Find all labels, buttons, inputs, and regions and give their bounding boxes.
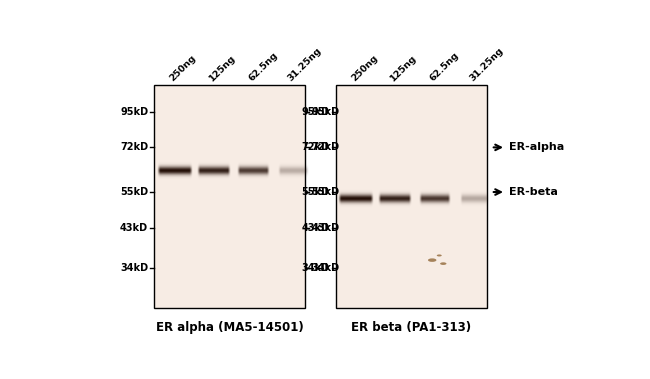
Text: 55kD: 55kD [302,187,330,197]
Text: 250ng: 250ng [350,54,379,83]
Ellipse shape [437,254,442,257]
Text: ER-alpha: ER-alpha [509,143,564,152]
Text: 62.5ng: 62.5ng [247,51,280,83]
Text: 43kD: 43kD [311,223,339,233]
Text: 55kD: 55kD [311,187,339,197]
Text: 34kD: 34kD [120,263,148,273]
Text: 95kD: 95kD [311,106,339,117]
Text: 72kD: 72kD [120,143,148,152]
Text: 95kD: 95kD [120,106,148,117]
Text: ER-beta: ER-beta [509,187,558,197]
Text: ER beta (PA1-313): ER beta (PA1-313) [351,321,471,334]
Text: 43kD: 43kD [120,223,148,233]
Text: 125ng: 125ng [207,53,237,83]
Text: 31.25ng: 31.25ng [468,46,505,83]
FancyBboxPatch shape [335,85,487,308]
Text: 62.5ng: 62.5ng [428,51,461,83]
Text: 250ng: 250ng [168,54,198,83]
Text: 34kD: 34kD [302,263,330,273]
Text: 125ng: 125ng [389,53,419,83]
Ellipse shape [440,262,447,265]
Text: 72kD: 72kD [311,143,339,152]
Text: 31.25ng: 31.25ng [287,46,324,83]
Text: 95kD: 95kD [302,106,330,117]
Text: ER alpha (MA5-14501): ER alpha (MA5-14501) [156,321,304,334]
Text: 34kD: 34kD [311,263,339,273]
Text: 55kD: 55kD [120,187,148,197]
Text: 72kD: 72kD [302,143,330,152]
Text: 43kD: 43kD [302,223,330,233]
Ellipse shape [428,258,436,262]
FancyBboxPatch shape [154,85,306,308]
